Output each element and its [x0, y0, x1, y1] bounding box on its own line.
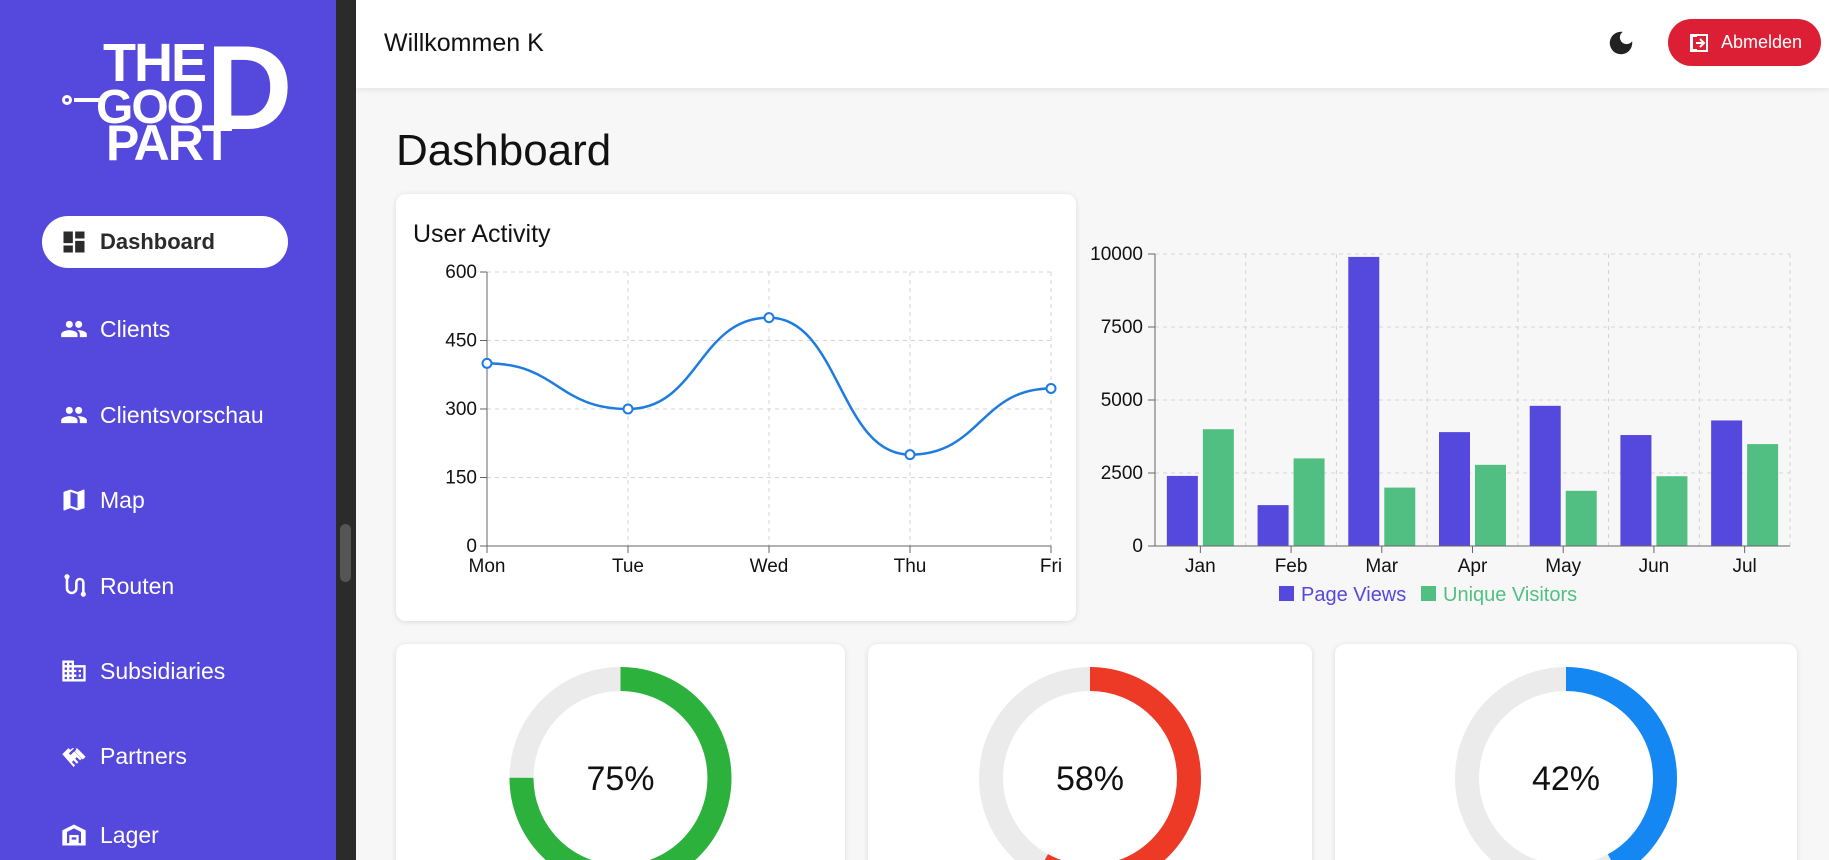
bar-unique-visitors — [1747, 444, 1779, 546]
sidebar-item-dashboard[interactable]: Dashboard — [42, 216, 288, 268]
sidebar-item-label: Partners — [100, 742, 187, 769]
data-point — [1045, 382, 1057, 394]
sidebar-item-clients[interactable]: Clients — [42, 303, 170, 355]
donut-percent-label: 75% — [586, 760, 654, 798]
logout-button[interactable]: Abmelden — [1668, 19, 1821, 66]
bar-page-views — [1620, 435, 1652, 546]
donut-chart-3: 42% — [1455, 667, 1677, 860]
sidebar-item-map[interactable]: Map — [42, 474, 145, 526]
logo: THE GOO PART D — [58, 28, 293, 168]
bar-page-views — [1166, 475, 1198, 546]
chart-title: User Activity — [413, 220, 551, 248]
y-tick-label: 300 — [445, 399, 477, 420]
y-tick-label: 7500 — [1101, 317, 1143, 338]
warehouse-icon — [62, 824, 86, 846]
moon-icon[interactable] — [1606, 28, 1636, 58]
data-point — [904, 449, 916, 461]
route-icon — [64, 574, 86, 597]
legend-label: Page Views — [1301, 584, 1406, 606]
x-tick-label: Jan — [1185, 556, 1216, 577]
y-tick-label: 150 — [445, 468, 477, 489]
bar-page-views — [1257, 505, 1289, 546]
sidebar-item-label: Subsidiaries — [100, 657, 226, 684]
y-tick-label: 2500 — [1101, 463, 1143, 484]
bar-unique-visitors — [1384, 487, 1416, 546]
y-tick-label: 5000 — [1101, 390, 1143, 411]
map-icon — [63, 489, 85, 511]
bar-unique-visitors — [1293, 458, 1325, 546]
welcome-text: Willkommen K — [384, 29, 544, 57]
legend-label: Unique Visitors — [1443, 584, 1577, 606]
people-icon — [61, 320, 87, 338]
sidebar-item-subsidiaries[interactable]: Subsidiaries — [42, 645, 225, 697]
donut-value-arc — [509, 667, 732, 860]
handshake-icon — [62, 747, 86, 767]
x-tick-label: Feb — [1275, 556, 1308, 577]
donut-percent-label: 58% — [1056, 760, 1124, 798]
people-icon — [61, 406, 87, 424]
page-title: Dashboard — [396, 126, 612, 175]
x-tick-label: Mar — [1365, 556, 1398, 577]
x-tick-label: Wed — [750, 556, 789, 577]
sidebar-item-lager[interactable]: Lager — [42, 809, 159, 860]
user-activity-chart: 0 150 300 450 600 Mon Tue Wed Thu Fri — [445, 262, 1062, 577]
traffic-bar-chart: 0 2500 5000 7500 10000 Jan Feb Mar Apr May Jun Jul P… — [1090, 244, 1791, 606]
x-tick-label: Thu — [894, 556, 927, 577]
y-tick-label: 10000 — [1090, 244, 1143, 265]
x-tick-label: Fri — [1040, 556, 1062, 577]
data-point — [763, 312, 775, 324]
donut-card-3: 42% — [1335, 644, 1797, 860]
x-tick-label: May — [1545, 556, 1581, 577]
donut-card-1: 75% — [396, 644, 845, 860]
sidebar-item-label: Routen — [100, 572, 175, 599]
legend-swatch — [1421, 586, 1436, 601]
donut-value-arc — [979, 667, 1201, 860]
bar-page-views — [1529, 405, 1561, 546]
y-tick-label: 0 — [1132, 536, 1143, 557]
x-tick-label: Apr — [1458, 556, 1488, 577]
bar-page-views — [1711, 420, 1743, 546]
user-activity-card: User Activity 0 150 300 450 600 Mon Tue Wed Thu F… — [396, 194, 1076, 621]
x-tick-label: Jul — [1732, 556, 1756, 577]
building-icon — [62, 660, 86, 682]
bar-unique-visitors — [1565, 490, 1597, 546]
x-tick-label: Tue — [612, 556, 644, 577]
sidebar-item-label: Clientsvorschau — [100, 401, 264, 428]
dashboard-icon — [63, 231, 85, 253]
sidebar-item-label: Dashboard — [100, 229, 215, 254]
sidebar-item-clientsvorschau[interactable]: Clientsvorschau — [42, 389, 264, 441]
logout-icon — [1689, 33, 1708, 52]
legend-swatch — [1279, 586, 1294, 601]
sidebar-item-partners[interactable]: Partners — [42, 730, 187, 782]
donut-chart-2: 58% — [979, 667, 1201, 860]
data-point — [481, 357, 493, 369]
bar-page-views — [1348, 256, 1380, 546]
y-tick-label: 600 — [445, 262, 477, 283]
y-tick-label: 450 — [445, 331, 477, 352]
donut-percent-label: 42% — [1532, 760, 1600, 798]
topbar: Willkommen K Abmelden — [356, 0, 1829, 88]
sidebar-divider — [336, 0, 356, 860]
sidebar-item-label: Map — [100, 486, 145, 513]
sidebar-item-label: Clients — [100, 315, 171, 342]
donut-card-2: 58% — [868, 644, 1312, 860]
donut-value-arc — [1455, 667, 1677, 860]
y-tick-label: 0 — [466, 536, 477, 557]
bar-unique-visitors — [1475, 464, 1506, 546]
donut-chart-1: 75% — [509, 667, 732, 860]
sidebar-item-label: Lager — [100, 821, 159, 848]
data-point — [622, 403, 634, 415]
bar-unique-visitors — [1202, 429, 1234, 546]
scrollbar-thumb[interactable] — [340, 524, 351, 582]
sidebar-item-routen[interactable]: Routen — [42, 560, 174, 612]
bar-page-views — [1439, 432, 1470, 546]
sidebar: THE GOO PART D Dashboard Clients Clients… — [0, 0, 336, 860]
bar-unique-visitors — [1656, 476, 1688, 546]
logout-label: Abmelden — [1720, 32, 1803, 52]
x-tick-label: Mon — [469, 556, 506, 577]
x-tick-label: Jun — [1639, 556, 1670, 577]
